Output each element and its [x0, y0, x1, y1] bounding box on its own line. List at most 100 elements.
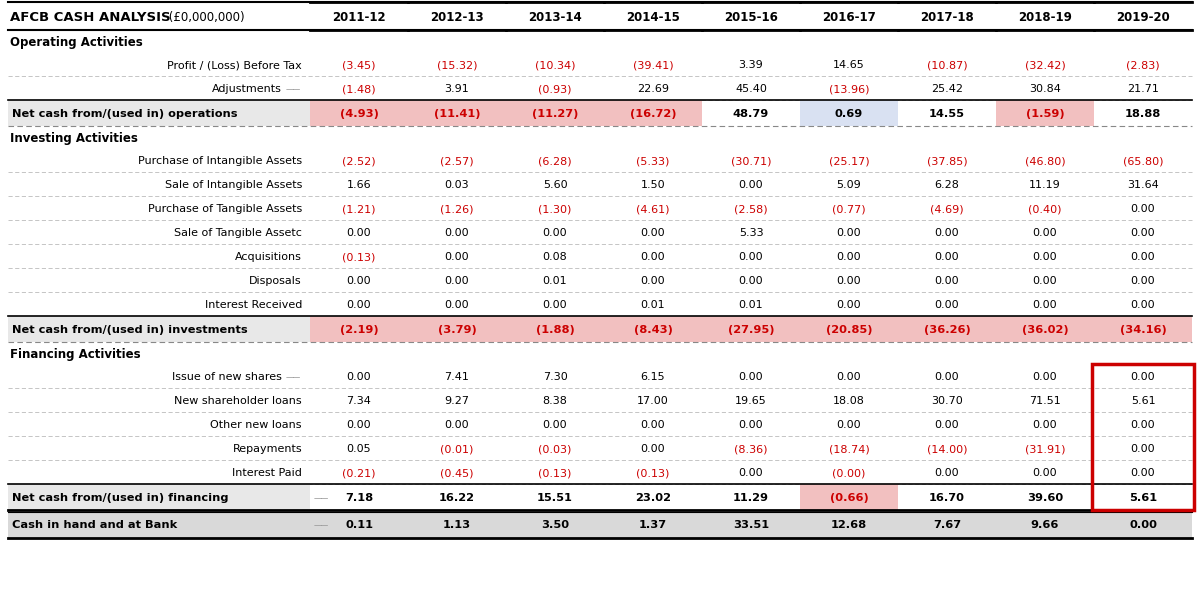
- Text: 0.00: 0.00: [1033, 420, 1057, 430]
- Text: 2015-16: 2015-16: [724, 11, 778, 24]
- Text: (2.57): (2.57): [440, 156, 474, 166]
- Text: 0.00: 0.00: [641, 420, 665, 430]
- Text: (0.66): (0.66): [829, 493, 869, 503]
- Text: (0.40): (0.40): [1028, 204, 1062, 214]
- Text: (34.16): (34.16): [1120, 326, 1166, 335]
- Text: 6.15: 6.15: [641, 372, 665, 382]
- Text: (11.27): (11.27): [532, 109, 578, 119]
- Text: 11.19: 11.19: [1030, 180, 1061, 190]
- Bar: [310, 100, 408, 126]
- Text: ——: ——: [314, 521, 329, 530]
- Text: (37.85): (37.85): [926, 156, 967, 166]
- Bar: [310, 316, 408, 342]
- Text: (0.13): (0.13): [636, 468, 670, 478]
- Text: 48.79: 48.79: [733, 109, 769, 119]
- Text: (1.88): (1.88): [535, 326, 575, 335]
- Text: 7.67: 7.67: [932, 520, 961, 530]
- Text: 0.00: 0.00: [1130, 228, 1156, 238]
- Text: Other new loans: Other new loans: [210, 420, 302, 430]
- Text: (13.96): (13.96): [829, 84, 869, 94]
- Text: 0.00: 0.00: [445, 420, 469, 430]
- Text: 7.41: 7.41: [444, 372, 469, 382]
- Text: 0.00: 0.00: [445, 276, 469, 286]
- Text: 1.37: 1.37: [638, 520, 667, 530]
- Text: 0.00: 0.00: [935, 252, 959, 262]
- Text: (2.52): (2.52): [342, 156, 376, 166]
- Bar: [702, 316, 800, 342]
- Text: 19.65: 19.65: [736, 396, 767, 406]
- Text: 5.61: 5.61: [1130, 396, 1156, 406]
- Text: 14.65: 14.65: [833, 60, 865, 70]
- Text: 7.18: 7.18: [344, 493, 373, 503]
- Bar: [506, 316, 604, 342]
- Text: (2.19): (2.19): [340, 326, 378, 335]
- Bar: [604, 100, 702, 126]
- Text: (36.26): (36.26): [924, 326, 971, 335]
- Text: 2012-13: 2012-13: [430, 11, 484, 24]
- Text: (10.87): (10.87): [926, 60, 967, 70]
- Text: 45.40: 45.40: [736, 84, 767, 94]
- Text: (1.48): (1.48): [342, 84, 376, 94]
- Text: Acquisitions: Acquisitions: [235, 252, 302, 262]
- Text: (6.28): (6.28): [538, 156, 572, 166]
- Text: 0.00: 0.00: [836, 252, 862, 262]
- Text: (30.71): (30.71): [731, 156, 772, 166]
- Text: (1.30): (1.30): [539, 204, 571, 214]
- Bar: [1094, 316, 1192, 342]
- Text: 0.00: 0.00: [935, 420, 959, 430]
- Text: Sale of Tangible Assetc: Sale of Tangible Assetc: [174, 228, 302, 238]
- Text: 0.03: 0.03: [445, 180, 469, 190]
- Text: ——: ——: [286, 85, 301, 94]
- Text: 0.00: 0.00: [641, 444, 665, 454]
- Text: 0.00: 0.00: [739, 252, 763, 262]
- Text: Profit / (Loss) Before Tax: Profit / (Loss) Before Tax: [167, 60, 302, 70]
- Text: Issue of new shares: Issue of new shares: [172, 372, 282, 382]
- Text: (£0,000,000): (£0,000,000): [166, 11, 245, 24]
- Text: Sale of Intangible Assets: Sale of Intangible Assets: [164, 180, 302, 190]
- Text: 0.00: 0.00: [836, 276, 862, 286]
- Text: 0.00: 0.00: [1033, 276, 1057, 286]
- Text: (0.93): (0.93): [539, 84, 571, 94]
- Text: 5.09: 5.09: [836, 180, 862, 190]
- Text: 0.00: 0.00: [641, 252, 665, 262]
- Text: 2018-19: 2018-19: [1018, 11, 1072, 24]
- Text: 2014-15: 2014-15: [626, 11, 680, 24]
- Text: (5.33): (5.33): [636, 156, 670, 166]
- Text: 0.00: 0.00: [445, 300, 469, 310]
- Text: (0.77): (0.77): [832, 204, 866, 214]
- Text: 2019-20: 2019-20: [1116, 11, 1170, 24]
- Text: (4.93): (4.93): [340, 109, 378, 119]
- Text: (3.79): (3.79): [438, 326, 476, 335]
- Text: 33.51: 33.51: [733, 520, 769, 530]
- Text: 0.00: 0.00: [347, 276, 371, 286]
- Text: (11.41): (11.41): [433, 109, 480, 119]
- Bar: [996, 316, 1094, 342]
- Text: 17.00: 17.00: [637, 396, 668, 406]
- Text: (10.34): (10.34): [535, 60, 575, 70]
- Text: (15.32): (15.32): [437, 60, 478, 70]
- Text: ——: ——: [286, 372, 301, 382]
- Bar: [996, 100, 1094, 126]
- Text: (2.83): (2.83): [1126, 60, 1160, 70]
- Text: Net cash from/(used in) investments: Net cash from/(used in) investments: [12, 326, 247, 335]
- Text: (39.41): (39.41): [632, 60, 673, 70]
- Text: Cash in hand and at Bank: Cash in hand and at Bank: [12, 520, 178, 530]
- Text: 0.00: 0.00: [935, 372, 959, 382]
- Text: Adjustments: Adjustments: [212, 84, 282, 94]
- Text: 0.00: 0.00: [935, 468, 959, 478]
- Text: 0.01: 0.01: [641, 300, 665, 310]
- Text: 0.11: 0.11: [346, 520, 373, 530]
- Text: 0.00: 0.00: [836, 420, 862, 430]
- Text: 18.08: 18.08: [833, 396, 865, 406]
- Text: 0.00: 0.00: [347, 228, 371, 238]
- Text: 0.00: 0.00: [836, 300, 862, 310]
- Bar: [800, 316, 898, 342]
- Bar: [800, 484, 898, 510]
- Bar: [1092, 364, 1194, 510]
- Text: 1.66: 1.66: [347, 180, 371, 190]
- Text: (32.42): (32.42): [1025, 60, 1066, 70]
- Text: Net cash from/(used in) operations: Net cash from/(used in) operations: [12, 109, 238, 119]
- Text: 2016-17: 2016-17: [822, 11, 876, 24]
- Text: 0.00: 0.00: [445, 252, 469, 262]
- Text: 0.00: 0.00: [1033, 372, 1057, 382]
